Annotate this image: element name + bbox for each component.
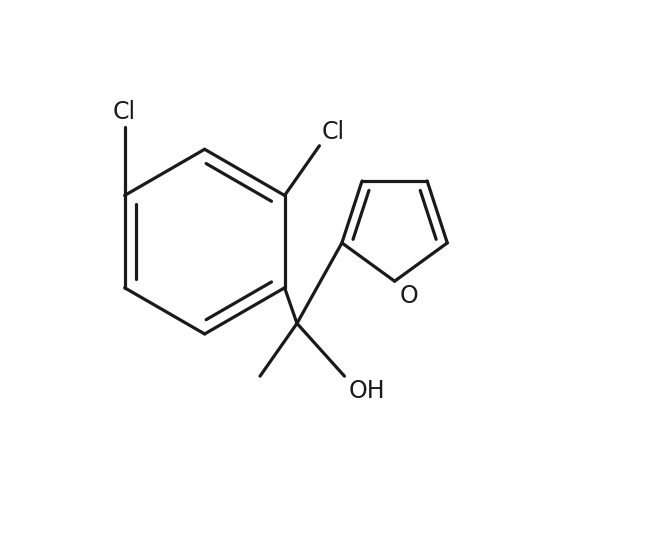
Text: O: O (400, 284, 419, 308)
Text: Cl: Cl (322, 120, 345, 144)
Text: OH: OH (349, 379, 385, 403)
Text: Cl: Cl (113, 100, 136, 124)
